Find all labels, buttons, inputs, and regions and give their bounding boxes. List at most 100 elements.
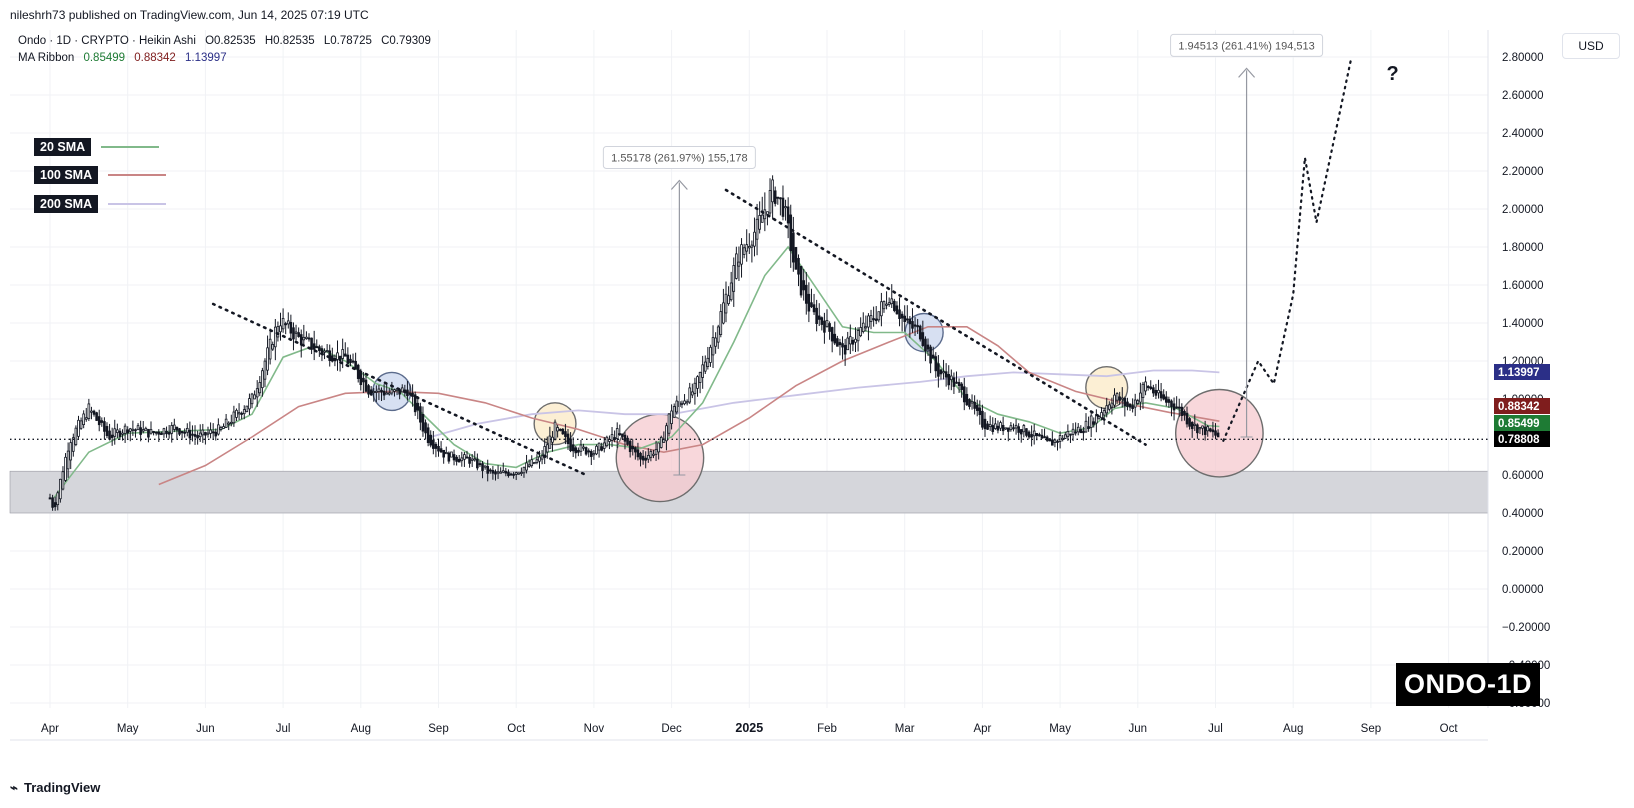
candle-body bbox=[193, 434, 197, 437]
candle-body bbox=[916, 325, 919, 328]
candle-body bbox=[512, 473, 515, 476]
candle-body bbox=[367, 385, 370, 395]
candle bbox=[587, 448, 591, 458]
candle bbox=[1180, 403, 1184, 422]
candle bbox=[1040, 428, 1044, 440]
candle bbox=[439, 441, 443, 453]
candle-body bbox=[229, 421, 233, 424]
candle bbox=[131, 420, 135, 436]
candle bbox=[737, 246, 741, 281]
candle bbox=[64, 453, 67, 482]
candle-body bbox=[732, 265, 736, 292]
candle-body bbox=[1025, 428, 1028, 436]
candle-body bbox=[237, 412, 241, 415]
candle bbox=[931, 346, 935, 359]
candle bbox=[476, 453, 479, 471]
candle-body bbox=[538, 456, 541, 462]
candle bbox=[77, 415, 80, 439]
candle bbox=[615, 422, 619, 448]
candle bbox=[825, 309, 829, 328]
candle bbox=[380, 387, 383, 401]
candle-body bbox=[952, 377, 956, 387]
candle-body bbox=[517, 472, 521, 475]
candle bbox=[880, 292, 883, 327]
candle-body bbox=[750, 244, 754, 248]
candle-body bbox=[1108, 404, 1111, 410]
candle bbox=[147, 428, 150, 443]
candle-body bbox=[1211, 429, 1215, 433]
tradingview-logo[interactable]: ⌁ TradingView bbox=[10, 780, 100, 796]
candle bbox=[608, 435, 611, 450]
candle bbox=[745, 229, 749, 262]
candle bbox=[872, 306, 875, 327]
candle-body bbox=[558, 428, 562, 431]
measure-arrow-head bbox=[670, 179, 688, 190]
candle bbox=[675, 395, 679, 415]
candle bbox=[53, 496, 57, 511]
candle-body bbox=[722, 302, 725, 324]
candle bbox=[794, 246, 798, 270]
candle-body bbox=[1110, 402, 1114, 408]
candle-body bbox=[318, 346, 321, 351]
candle bbox=[994, 417, 997, 430]
candle-body bbox=[880, 301, 883, 317]
candle bbox=[343, 342, 347, 357]
candle-body bbox=[1053, 439, 1057, 443]
candle-body bbox=[965, 393, 969, 406]
candle bbox=[82, 410, 85, 429]
candle bbox=[191, 425, 194, 442]
candle bbox=[921, 320, 925, 348]
candle bbox=[346, 347, 350, 365]
candle bbox=[672, 403, 676, 418]
candle bbox=[867, 313, 870, 341]
candle-body bbox=[931, 354, 935, 359]
candle bbox=[473, 451, 477, 462]
candle-body bbox=[509, 473, 513, 476]
candle-body bbox=[299, 334, 303, 346]
candle-body bbox=[185, 427, 189, 433]
candle-body bbox=[496, 471, 500, 474]
candle-body bbox=[375, 390, 378, 393]
candle bbox=[908, 315, 912, 338]
candle-body bbox=[214, 431, 218, 437]
candle-body bbox=[302, 336, 306, 341]
candle bbox=[929, 344, 932, 374]
candle-body bbox=[1172, 403, 1176, 411]
candle bbox=[838, 338, 842, 356]
candle bbox=[999, 420, 1002, 431]
candle-body bbox=[918, 325, 922, 340]
candle-body bbox=[882, 301, 886, 310]
candle-body bbox=[501, 470, 505, 473]
candle-body bbox=[90, 410, 93, 413]
candle bbox=[981, 404, 984, 430]
x-tick-label: Oct bbox=[1440, 723, 1459, 735]
x-tick-label: Aug bbox=[1283, 723, 1303, 735]
candle bbox=[501, 462, 505, 474]
candle-body bbox=[947, 374, 951, 386]
candle bbox=[494, 469, 497, 481]
candle bbox=[1079, 425, 1083, 434]
candle-body bbox=[564, 431, 567, 437]
candle bbox=[1022, 424, 1026, 438]
candle bbox=[729, 271, 733, 302]
currency-button[interactable]: USD bbox=[1562, 33, 1620, 59]
candle-body bbox=[675, 400, 679, 413]
candle bbox=[222, 423, 225, 429]
candle-body bbox=[545, 444, 549, 453]
candle bbox=[108, 423, 111, 441]
candle-body bbox=[1014, 424, 1018, 429]
candle bbox=[367, 383, 370, 398]
candle bbox=[706, 346, 710, 370]
candle bbox=[1066, 424, 1070, 441]
candle bbox=[727, 286, 730, 306]
candle-body bbox=[983, 418, 987, 430]
candle-body bbox=[134, 429, 137, 432]
candle bbox=[1108, 401, 1111, 412]
candle bbox=[947, 365, 951, 390]
candle bbox=[849, 324, 852, 354]
candle bbox=[525, 454, 528, 474]
candle bbox=[657, 442, 660, 460]
candle-body bbox=[429, 434, 433, 446]
candle-body bbox=[406, 389, 409, 397]
